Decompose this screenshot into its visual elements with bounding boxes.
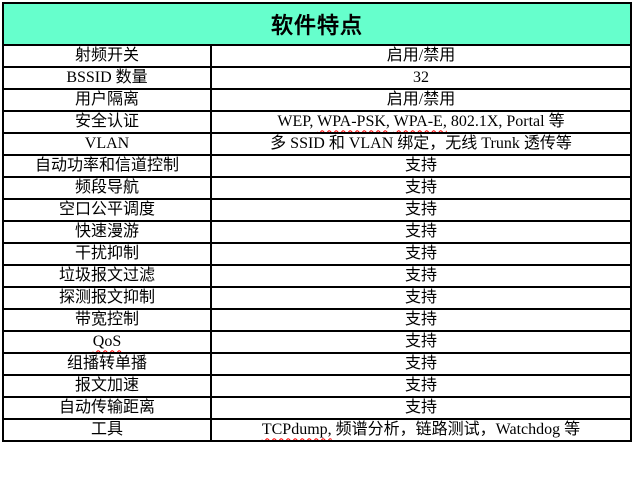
spellcheck-underline: WPA-PSK,: [317, 113, 390, 131]
feature-cell: 组播转单播: [2, 352, 212, 376]
feature-cell: 工具: [2, 418, 212, 442]
table-row: 干扰抑制 支持: [2, 242, 632, 266]
value-cell: 支持: [209, 176, 632, 200]
value-cell: 支持: [209, 264, 632, 288]
value-cell: TCPdump, 频谱分析，链路测试，Watchdog 等: [209, 418, 632, 442]
table-row: 带宽控制 支持: [2, 308, 632, 332]
feature-cell: 带宽控制: [2, 308, 212, 332]
feature-cell: 自动传输距离: [2, 396, 212, 420]
table-row: 安全认证 WEP, WPA-PSK, WPA-E, 802.1X, Portal …: [2, 110, 632, 134]
table-row: 空口公平调度 支持: [2, 198, 632, 222]
value-cell: 支持: [209, 374, 632, 398]
value-cell: 支持: [209, 242, 632, 266]
value-cell: 启用/禁用: [209, 88, 632, 112]
spellcheck-underline: TCPdump,: [261, 421, 332, 439]
feature-cell: 干扰抑制: [2, 242, 212, 266]
value-cell: 32: [209, 66, 632, 90]
feature-cell: 空口公平调度: [2, 198, 212, 222]
feature-cell: 垃圾报文过滤: [2, 264, 212, 288]
table-row: 工具 TCPdump, 频谱分析，链路测试，Watchdog 等: [2, 418, 632, 442]
feature-cell: 用户隔离: [2, 88, 212, 112]
table-row: 频段导航 支持: [2, 176, 632, 200]
feature-cell: 报文加速: [2, 374, 212, 398]
value-cell: WEP, WPA-PSK, WPA-E, 802.1X, Portal 等: [209, 110, 632, 134]
table-header-row: 软件特点: [1, 2, 632, 46]
table-row: QoS 支持: [2, 330, 632, 354]
feature-cell: 自动功率和信道控制: [2, 154, 212, 178]
table-title: 软件特点: [1, 2, 632, 46]
table-row: 组播转单播 支持: [2, 352, 632, 376]
feature-cell: BSSID 数量: [2, 66, 212, 90]
table-row: VLAN 多 SSID 和 VLAN 绑定，无线 Trunk 透传等: [2, 132, 632, 156]
value-cell: 启用/禁用: [209, 44, 632, 68]
spellcheck-underline: WPA-E,: [393, 113, 447, 131]
table-row: 自动传输距离 支持: [2, 396, 632, 420]
feature-cell: 射频开关: [2, 44, 212, 68]
value-cell: 支持: [209, 220, 632, 244]
value-cell: 支持: [209, 396, 632, 420]
value-cell: 支持: [209, 154, 632, 178]
feature-cell: QoS: [2, 330, 212, 354]
table-row: BSSID 数量 32: [2, 66, 632, 90]
table-row: 射频开关 启用/禁用: [2, 44, 632, 68]
feature-cell: 快速漫游: [2, 220, 212, 244]
value-cell: 支持: [209, 286, 632, 310]
feature-cell: 探测报文抑制: [2, 286, 212, 310]
value-cell: 多 SSID 和 VLAN 绑定，无线 Trunk 透传等: [209, 132, 632, 156]
table-row: 报文加速 支持: [2, 374, 632, 398]
value-cell: 支持: [209, 308, 632, 332]
table-row: 自动功率和信道控制 支持: [2, 154, 632, 178]
value-cell: 支持: [209, 330, 632, 354]
spellcheck-underline: QoS: [92, 333, 122, 351]
value-cell: 支持: [209, 352, 632, 376]
feature-cell: 安全认证: [2, 110, 212, 134]
table-row: 快速漫游 支持: [2, 220, 632, 244]
feature-cell: VLAN: [2, 132, 212, 156]
feature-cell: 频段导航: [2, 176, 212, 200]
table-row: 用户隔离 启用/禁用: [2, 88, 632, 112]
table-row: 探测报文抑制 支持: [2, 286, 632, 310]
software-features-table: 软件特点 射频开关 启用/禁用 BSSID 数量 32 用户隔离 启用/禁用 安全认证 WEP…: [1, 2, 632, 442]
value-cell: 支持: [209, 198, 632, 222]
table-row: 垃圾报文过滤 支持: [2, 264, 632, 288]
feature-table-body: 射频开关 启用/禁用 BSSID 数量 32 用户隔离 启用/禁用 安全认证 WEP, WPA…: [2, 44, 632, 442]
